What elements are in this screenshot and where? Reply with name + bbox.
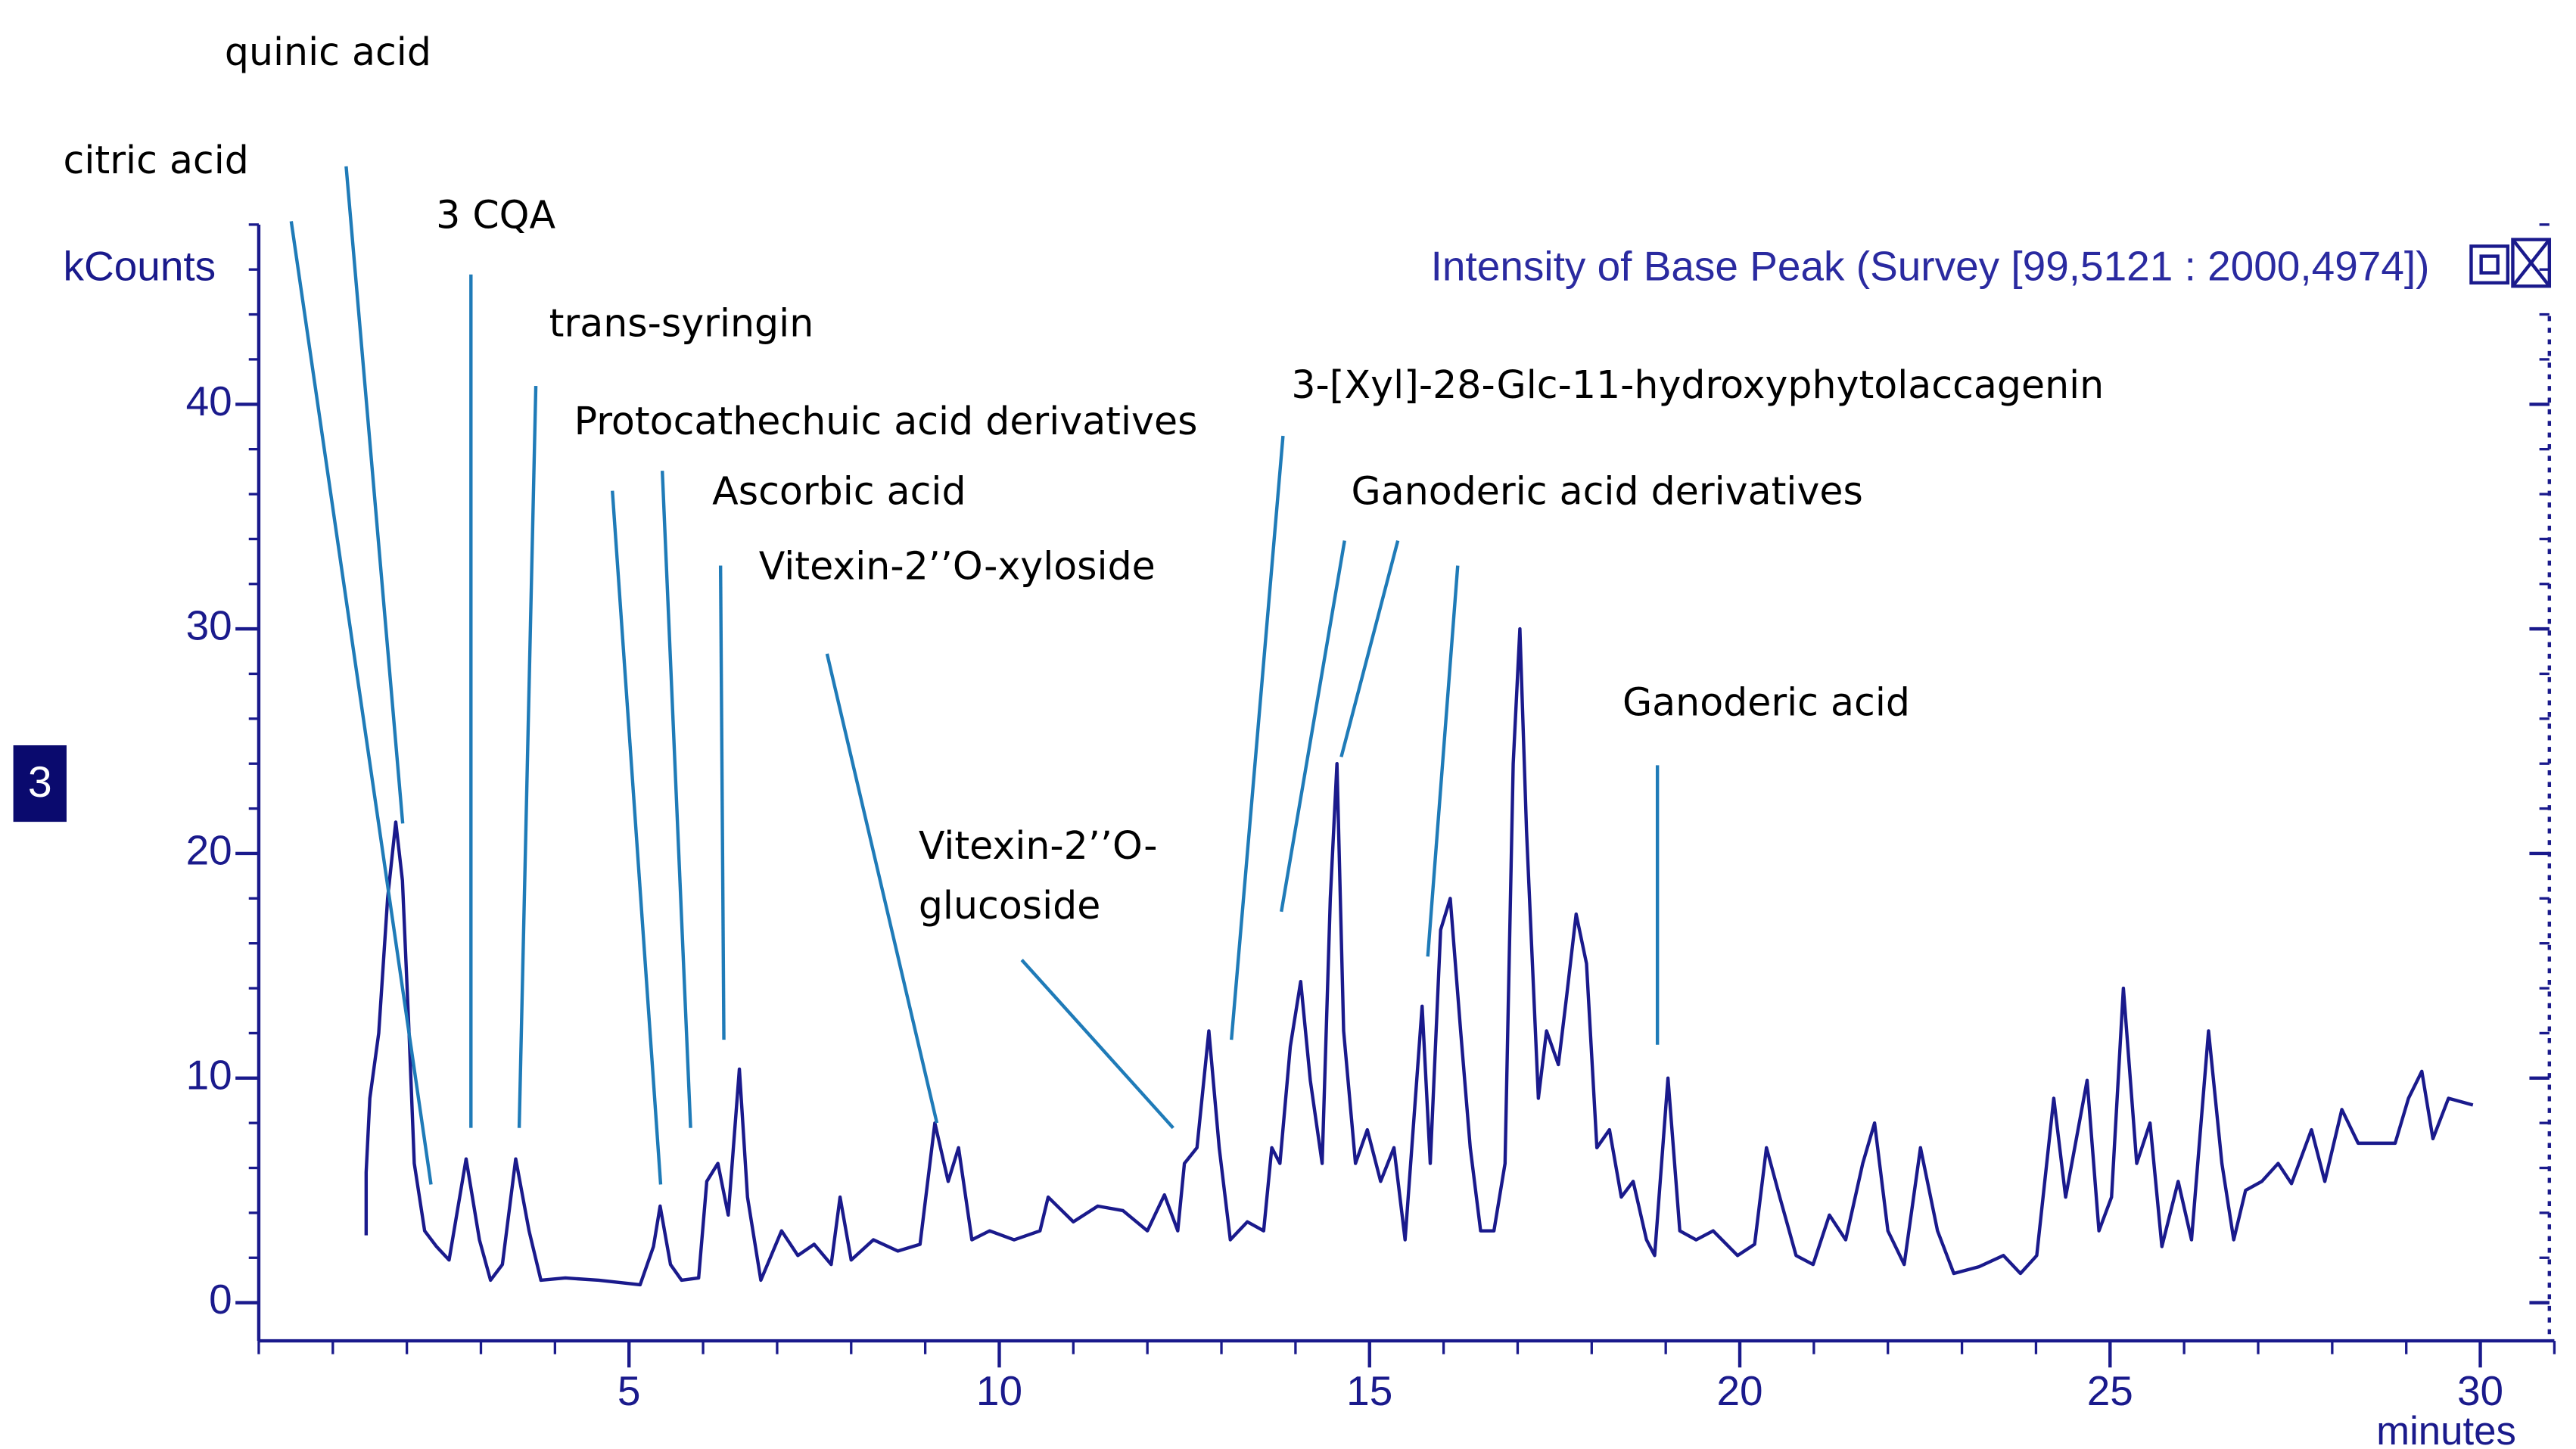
y-tick-label: 20: [186, 826, 232, 873]
icon-close[interactable]: [2511, 238, 2551, 288]
leader-line: [517, 386, 538, 1128]
y-axis-label: kCounts: [64, 243, 216, 290]
annotation: Ganoderic acid: [1622, 680, 1910, 725]
icon-close[interactable]: [2511, 238, 2552, 288]
chart-title: Intensity of Base Peak (Survey [99,5121 …: [1431, 243, 2430, 290]
leader-line: [1339, 539, 1400, 757]
annotation: Ganoderic acid derivatives: [1352, 468, 1863, 513]
view-icons[interactable]: [2469, 238, 2552, 288]
leader-line: [1020, 959, 1174, 1130]
annotation: 3-[Xyl]-28-Glc-11-hydroxyphytolaccagenin: [1291, 362, 2104, 407]
trace: [364, 627, 2474, 1287]
x-tick-label: 30: [2457, 1367, 2503, 1414]
x-axis-label: minutes: [2376, 1409, 2516, 1449]
x-tick-label: 5: [618, 1367, 641, 1414]
x-tick-label: 10: [976, 1367, 1022, 1414]
annotation: quinic acid: [225, 30, 431, 74]
panel-badge: [13, 745, 67, 822]
y-tick-label: 0: [209, 1276, 232, 1323]
x-tick-label: 20: [1716, 1367, 1762, 1414]
leader-line: [825, 653, 939, 1124]
panel-label: 3: [28, 758, 52, 807]
x-tick-label: 15: [1346, 1367, 1392, 1414]
annotation: trans-syringin: [549, 300, 814, 345]
annotation: citric acid: [64, 138, 249, 182]
y-tick-label: 10: [186, 1051, 232, 1098]
icon-box[interactable]: [2469, 244, 2510, 285]
leader-line: [1426, 565, 1460, 957]
leader-line: [1230, 435, 1285, 1040]
leader-line: [289, 221, 433, 1185]
y-tick-label: 30: [186, 602, 232, 649]
leader-line: [611, 490, 663, 1185]
leader-line: [344, 166, 405, 824]
leader-line: [1280, 540, 1346, 913]
leader-line: [718, 565, 726, 1040]
leader-line: [660, 471, 692, 1128]
annotation: Protocathechuic acid derivatives: [574, 399, 1198, 443]
annotation: Vitexin-2’’O-xyloside: [759, 543, 1156, 588]
annotation: Ascorbic acid: [712, 468, 966, 513]
x-tick-label: 25: [2087, 1367, 2133, 1414]
annotation: Vitexin-2’’O-: [919, 823, 1158, 868]
icon-box[interactable]: [2479, 254, 2500, 275]
y-tick-label: 40: [186, 378, 232, 424]
annotation: glucoside: [919, 883, 1101, 928]
annotation: 3 CQA: [436, 193, 555, 238]
